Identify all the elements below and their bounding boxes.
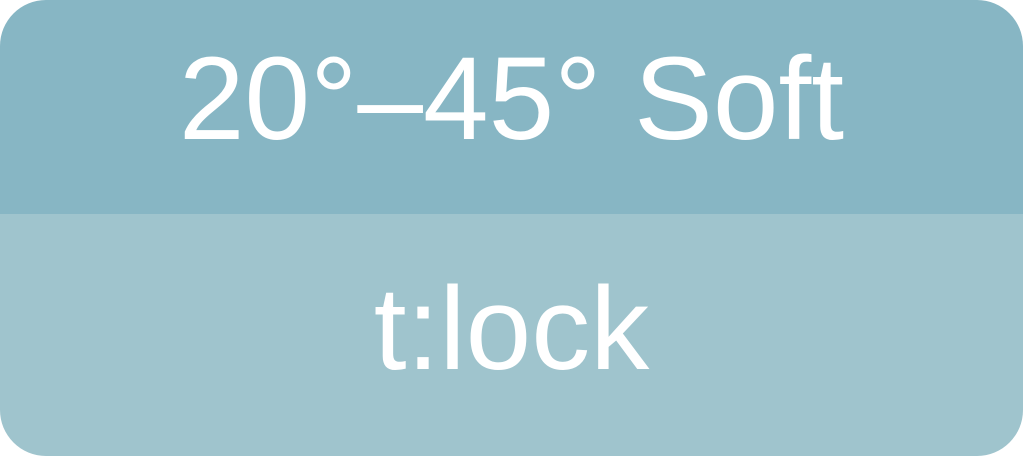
- angle-range-band: 20°–45° Soft: [0, 0, 1023, 214]
- mode-band: t:lock: [0, 214, 1023, 456]
- mode-label: t:lock: [373, 263, 650, 395]
- angle-range-label: 20°–45° Soft: [178, 33, 845, 165]
